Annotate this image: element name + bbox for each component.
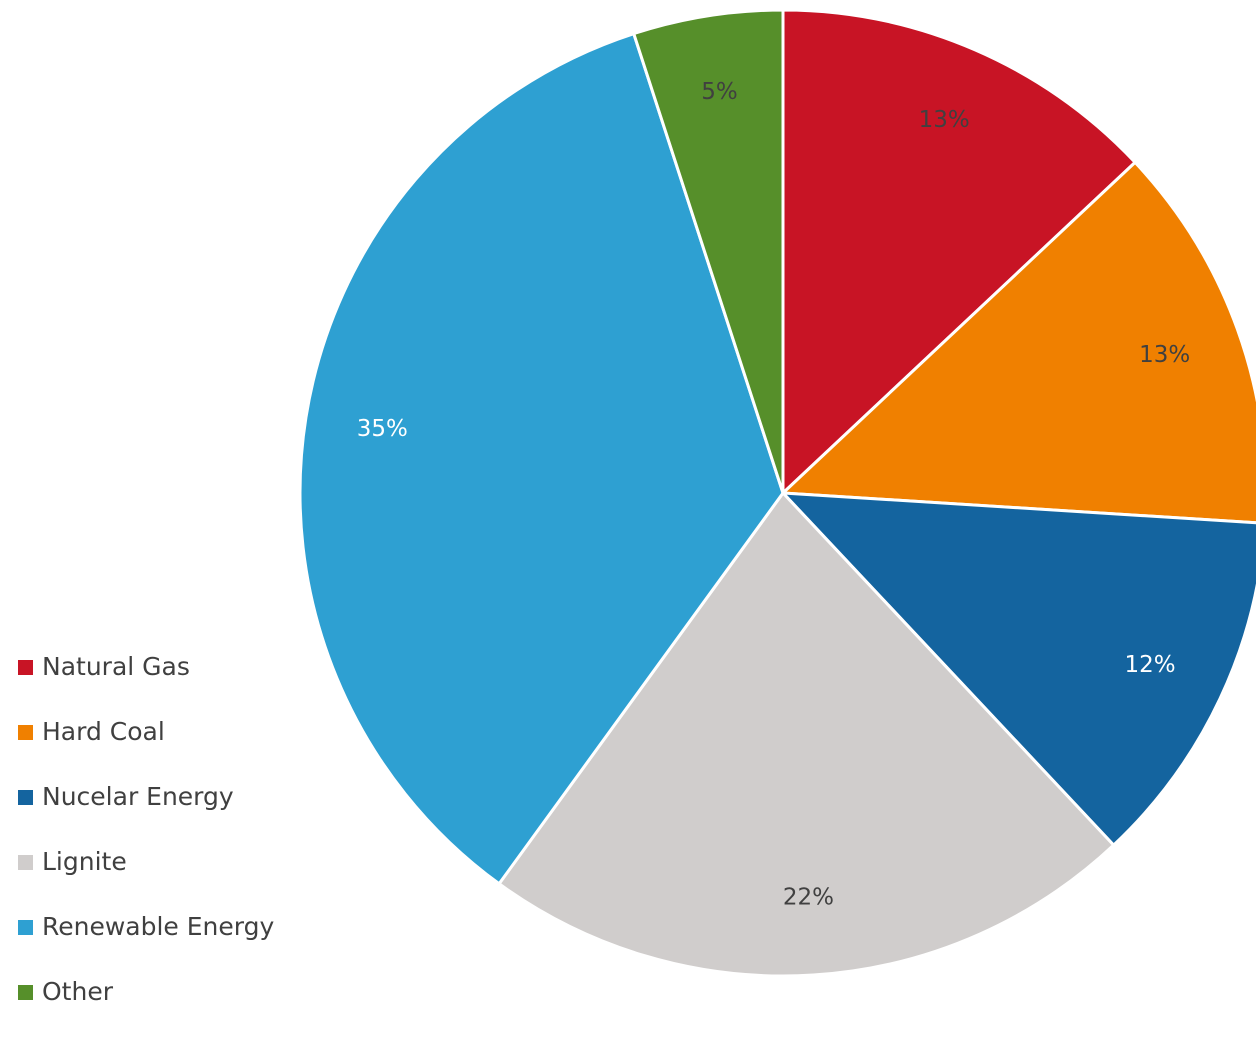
legend-item: Hard Coal (18, 715, 318, 780)
data-label-renewable-energy: 35% (357, 416, 408, 442)
legend-item: Natural Gas (18, 650, 318, 715)
legend-swatch (18, 985, 33, 1000)
legend-item: Nucelar Energy (18, 780, 318, 845)
legend-label: Lignite (42, 847, 127, 876)
data-label-nucelar-energy: 12% (1125, 652, 1176, 678)
legend-item: Renewable Energy (18, 910, 318, 975)
legend-swatch (18, 920, 33, 935)
legend-label: Other (42, 977, 113, 1006)
legend-item: Lignite (18, 845, 318, 910)
pie-slice-other (632, 8, 785, 495)
chart-legend: Natural Gas Hard Coal Nucelar Energy Lignit… (18, 650, 318, 1040)
legend-swatch (18, 660, 33, 675)
legend-swatch (18, 855, 33, 870)
pie-slices (298, 8, 1256, 978)
data-label-hard-coal: 13% (1139, 342, 1190, 368)
legend-label: Nucelar Energy (42, 782, 234, 811)
data-label-lignite: 22% (783, 884, 834, 910)
pie-slice-nucelar-energy (781, 491, 1256, 847)
legend-swatch (18, 725, 33, 740)
data-label-natural-gas: 13% (919, 107, 970, 133)
legend-label: Hard Coal (42, 717, 165, 746)
legend-label: Natural Gas (42, 652, 190, 681)
legend-item: Other (18, 975, 318, 1040)
pie-slice-lignite (497, 491, 1116, 978)
data-label-other: 5% (701, 79, 738, 105)
pie-chart: 13% 13% 12% 22% 35% 5% (298, 8, 1256, 978)
legend-label: Renewable Energy (42, 912, 275, 941)
pie-slice-renewable-energy (298, 32, 785, 886)
pie-data-labels: 13% 13% 12% 22% 35% 5% (357, 79, 1191, 911)
legend-swatch (18, 790, 33, 805)
pie-slice-natural-gas (781, 8, 1137, 495)
pie-slice-hard-coal (781, 160, 1256, 525)
